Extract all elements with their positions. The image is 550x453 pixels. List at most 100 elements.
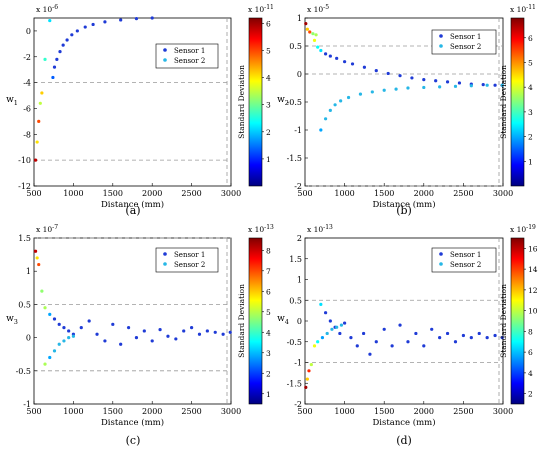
x-tick-label: 1000 — [63, 407, 83, 416]
x-tick-label: 2000 — [414, 189, 434, 198]
colorbar-tick-label: 12 — [528, 286, 538, 295]
y-tick-label: -1 — [294, 126, 302, 135]
data-point — [312, 344, 317, 348]
data-point — [309, 362, 313, 367]
data-point — [325, 331, 329, 336]
legend-marker — [439, 252, 443, 256]
y-exponent: x 10-5 — [307, 4, 329, 14]
data-point — [422, 78, 426, 82]
y-tick-label: -2 — [294, 182, 302, 191]
data-point — [228, 330, 232, 334]
data-point — [182, 329, 186, 333]
legend-marker — [163, 48, 167, 52]
x-tick-label: 2000 — [142, 189, 162, 198]
x-tick-label: 2500 — [181, 407, 201, 416]
colorbar-exponent: x 10-19 — [510, 224, 536, 234]
data-point — [469, 84, 473, 88]
data-point — [305, 377, 309, 381]
colorbar-tick-label: 6 — [266, 287, 271, 296]
x-tick-label: 1000 — [334, 407, 354, 416]
x-tick-label: 1500 — [103, 189, 123, 198]
y-tick-label: 0 — [26, 27, 31, 36]
y-axis-label: w1 — [6, 95, 18, 107]
data-point — [87, 319, 91, 323]
y-tick-label: -10 — [18, 156, 31, 165]
x-axis-label: Distance (mm) — [101, 199, 164, 210]
y-tick-label: 1.5 — [289, 255, 302, 264]
data-point — [358, 92, 363, 96]
data-point — [197, 332, 202, 336]
data-point — [339, 99, 343, 103]
panel-label: (b) — [396, 204, 412, 217]
x-tick-label: 2000 — [414, 407, 434, 416]
data-point — [330, 327, 334, 331]
data-point — [111, 322, 115, 326]
x-tick-label: 3000 — [221, 189, 241, 198]
y-tick-label: 0 — [297, 70, 302, 79]
data-point — [35, 140, 39, 144]
data-point — [62, 339, 66, 343]
data-point — [35, 256, 39, 260]
x-tick-label: 2500 — [453, 407, 473, 416]
data-point — [382, 327, 386, 331]
x-tick-label: 500 — [297, 189, 312, 198]
data-point — [103, 20, 107, 24]
legend-marker — [439, 44, 443, 48]
data-point — [422, 344, 426, 348]
panel-label: (a) — [125, 204, 140, 217]
data-point — [410, 76, 414, 80]
data-point — [311, 32, 315, 36]
data-point — [58, 50, 62, 54]
colorbar-tick-label: 4 — [266, 74, 271, 83]
y-axis-label: w2 — [277, 95, 289, 107]
colorbar-label: Standard Deviation — [237, 65, 246, 139]
data-point — [51, 75, 55, 80]
colorbar-tick-label: 5 — [266, 308, 271, 317]
colorbar-tick-label: 3 — [266, 101, 271, 110]
data-point — [323, 52, 328, 56]
legend-label: Sensor 1 — [450, 33, 481, 41]
colorbar-tick-label: 4 — [266, 328, 271, 337]
data-point — [319, 128, 323, 132]
data-point — [319, 48, 323, 53]
data-point — [493, 83, 497, 87]
data-point — [343, 321, 347, 325]
data-point — [316, 340, 320, 344]
legend-marker — [163, 58, 167, 62]
x-tick-label: 1000 — [63, 189, 83, 198]
colorbar-tick-label: 16 — [528, 244, 538, 253]
data-point — [48, 312, 52, 316]
legend-marker — [163, 262, 167, 266]
data-point — [190, 326, 194, 330]
data-point — [119, 18, 123, 22]
colorbar-tick-label: 4 — [528, 369, 533, 378]
data-point — [398, 74, 402, 78]
y-tick-label: -8 — [23, 130, 31, 139]
legend-marker — [439, 34, 443, 38]
series-2 — [33, 18, 52, 162]
x-tick-label: 2000 — [142, 407, 162, 416]
colorbar-tick-label: 3 — [528, 108, 533, 117]
data-point — [52, 65, 57, 69]
data-point — [158, 328, 162, 332]
data-point — [57, 322, 61, 326]
data-point — [61, 43, 65, 47]
colorbar-tick-label: 6 — [266, 19, 271, 28]
colorbar-tick-label: 4 — [528, 83, 533, 92]
series-2 — [304, 323, 344, 389]
data-point — [422, 85, 426, 90]
colorbar-tick-label: 5 — [266, 47, 271, 56]
data-point — [33, 158, 38, 162]
data-point — [43, 306, 47, 310]
y-exponent: x 10-6 — [36, 4, 58, 14]
legend-label: Sensor 1 — [174, 251, 205, 259]
y-tick-label: -12 — [18, 182, 31, 191]
data-point — [67, 336, 71, 340]
legend-label: Sensor 2 — [174, 57, 205, 65]
colorbar-tick-label: 1 — [266, 155, 271, 164]
data-point — [398, 323, 402, 327]
x-tick-label: 1000 — [334, 189, 354, 198]
data-point — [40, 289, 44, 293]
data-point — [434, 79, 438, 83]
x-tick-label: 2500 — [453, 189, 473, 198]
